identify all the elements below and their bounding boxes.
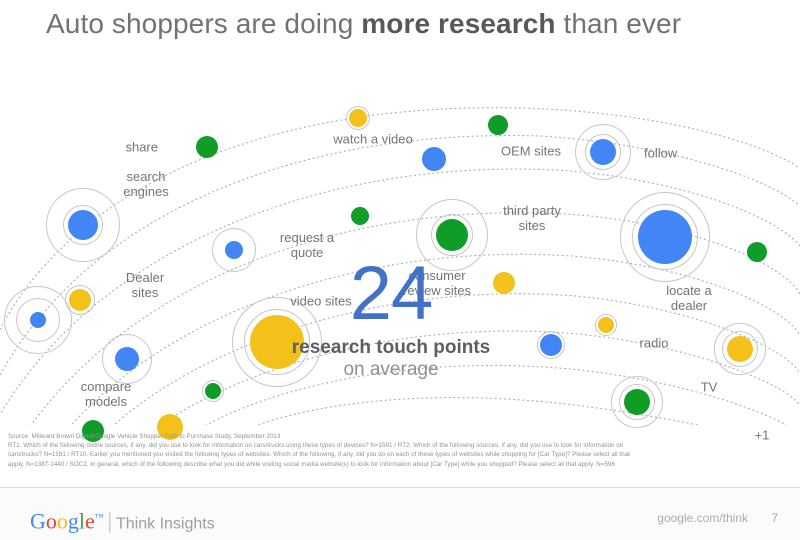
logo-separator: |: [107, 508, 113, 534]
bubble-ring: [46, 188, 120, 262]
connector-arc: [0, 107, 800, 331]
bubble-dot-blue: [30, 312, 46, 328]
logo-letter-o-yellow: o: [56, 508, 68, 534]
connector-arc: [159, 330, 800, 425]
logo-letter-l-green: l: [78, 508, 86, 534]
connector-arc: [0, 134, 800, 377]
logo-letter-e-red: e: [85, 508, 95, 534]
logo-suffix: Think Insights: [116, 515, 215, 533]
bubble-dot-yellow: [157, 414, 183, 440]
bubble-dot-blue: [638, 210, 692, 264]
label-share: share: [125, 139, 158, 155]
google-think-insights-logo: Google™ | Think Insights: [30, 506, 215, 535]
bubble-dot-yellow: [727, 336, 753, 362]
stat-label-secondary: on average: [343, 359, 439, 380]
label-request-a-quote: request a quote: [279, 230, 335, 260]
title-prefix: Auto shoppers are doing: [46, 8, 362, 39]
bubble-dot-yellow: [69, 289, 91, 311]
source-footnote: Source: Millward Brown Digital/Google Ve…: [8, 432, 794, 469]
bubble-dot-green: [747, 242, 767, 262]
label-radio: radio: [639, 335, 669, 351]
bubble-ring: [416, 199, 488, 271]
trademark-icon: ™: [94, 512, 104, 522]
bubble-ring: [4, 286, 72, 354]
bubble-dot-blue: [540, 334, 562, 356]
stat-number: 24: [349, 251, 434, 336]
bubble-dot-green: [196, 136, 218, 158]
bubble-ring: [202, 380, 224, 402]
label-third-party-sites: third party sites: [503, 203, 561, 233]
label-compare-models: compare models: [80, 379, 132, 409]
bubble-ring: [537, 331, 565, 359]
title-emphasis: more research: [361, 8, 556, 39]
connector-arc: [205, 364, 788, 425]
headline-statistic: 24 research touch points on average: [231, 255, 551, 381]
source-line: RT1. Which of the following online sourc…: [8, 442, 624, 450]
title-suffix: than ever: [555, 8, 682, 39]
bubble-dot-green: [436, 219, 468, 251]
logo-letter-g-blue-2: g: [67, 508, 79, 534]
bubble-ring: [714, 323, 766, 375]
stat-label-primary: research touch points: [291, 337, 491, 358]
bubble-ring: [346, 106, 370, 130]
footer-divider: [0, 487, 800, 488]
bubble-dot-green: [351, 207, 369, 225]
bubble-dot-green: [488, 115, 508, 135]
label-dealer-sites: Dealer sites: [125, 270, 165, 300]
page-title: Auto shoppers are doing more research th…: [46, 8, 681, 40]
bubble-ring: [102, 334, 152, 384]
footer-url[interactable]: google.com/think: [657, 511, 748, 525]
bubble-ring: [620, 192, 710, 282]
label-search-engines: search engines: [123, 169, 169, 199]
footer-page-number: 7: [771, 511, 778, 525]
connector-arc: [256, 397, 701, 425]
label-tv: TV: [700, 379, 718, 395]
bubble-dot-yellow: [250, 315, 304, 369]
bubble-dot-green: [82, 420, 104, 442]
bubble-dot-blue: [225, 241, 243, 259]
bubble-ring: [595, 314, 617, 336]
label-locate-a-dealer: locate a dealer: [666, 283, 712, 313]
logo-letter-o-red: o: [45, 508, 57, 534]
bubble-dot-blue: [115, 347, 139, 371]
label-plus-one: +1: [754, 427, 770, 443]
bubble-ring: [611, 376, 663, 428]
label-follow: follow: [644, 145, 678, 161]
bubble-dot-yellow: [598, 317, 614, 333]
bubble-ring: [212, 228, 256, 272]
label-consumer-review: consumer review sites: [403, 268, 471, 298]
bubble-dot-yellow: [349, 109, 367, 127]
label-video-sites: video sites: [290, 293, 352, 309]
bubble-dot-blue: [590, 139, 616, 165]
bubble-dot-blue: [68, 210, 98, 240]
label-oem-sites: OEM sites: [501, 143, 561, 159]
connector-arc: [30, 212, 800, 425]
bubble-ring: [575, 124, 631, 180]
bubble-dot-yellow: [493, 272, 515, 294]
slide-footer: [0, 488, 800, 540]
bubble-dot-green: [624, 389, 650, 415]
bubble-ring: [65, 285, 95, 315]
touchpoint-bubble-diagram: share search engines Dealer sites compare m…: [0, 50, 800, 443]
bubble-dot-blue: [422, 147, 446, 171]
logo-letter-g-blue: G: [30, 508, 46, 534]
label-watch-a-video: watch a video: [333, 131, 413, 147]
bubble-dot-green: [205, 383, 221, 399]
source-line: apply. N=1387-1440 / SOC2. In general, w…: [8, 460, 615, 468]
connector-arc: [70, 253, 800, 425]
source-line: Source: Millward Brown Digital/Google Ve…: [8, 433, 281, 440]
bubble-ring: [232, 297, 322, 387]
source-line: cars/trucks? N=1591 / RT10. Earlier you …: [8, 451, 630, 459]
